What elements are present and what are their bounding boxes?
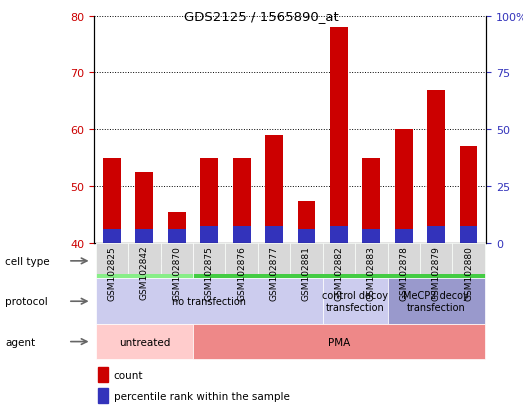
Text: GSM102883: GSM102883 (367, 245, 376, 300)
Text: GSM102882: GSM102882 (334, 245, 344, 300)
Bar (388, 244, 420, 275)
Bar (96, 244, 193, 279)
Bar (298, 230, 315, 244)
Bar (161, 244, 193, 275)
Bar (290, 244, 323, 275)
Bar (395, 230, 413, 244)
Text: GSM102875: GSM102875 (204, 245, 214, 300)
Text: GSM102880: GSM102880 (464, 245, 473, 300)
Bar (233, 227, 251, 244)
Bar (135, 230, 153, 244)
Bar (96, 244, 128, 275)
Bar (103, 159, 121, 244)
Bar (233, 159, 251, 244)
Bar (427, 90, 445, 244)
Bar (460, 147, 477, 244)
Text: GSM102825: GSM102825 (107, 245, 117, 300)
Bar (323, 279, 388, 324)
Bar (355, 244, 388, 275)
Bar (168, 212, 186, 244)
Bar (98, 388, 108, 403)
Bar (225, 244, 258, 275)
Text: GSM102881: GSM102881 (302, 245, 311, 300)
Text: GSM102876: GSM102876 (237, 245, 246, 300)
Bar (265, 227, 283, 244)
Bar (200, 159, 218, 244)
Bar (193, 324, 485, 359)
Bar (103, 230, 121, 244)
Bar (395, 130, 413, 244)
Bar (330, 28, 348, 244)
Text: undifferentiated: undifferentiated (102, 256, 187, 266)
Bar (96, 279, 323, 324)
Text: MeCP2 decoy
transfection: MeCP2 decoy transfection (403, 291, 469, 312)
Bar (427, 227, 445, 244)
Text: agent: agent (5, 337, 36, 347)
Text: control decoy
transfection: control decoy transfection (322, 291, 388, 312)
Text: GSM102877: GSM102877 (269, 245, 279, 300)
Text: PMA: PMA (328, 337, 350, 347)
Text: GSM102879: GSM102879 (431, 245, 441, 300)
Bar (265, 136, 283, 244)
Bar (193, 244, 225, 275)
Text: GSM102842: GSM102842 (140, 245, 149, 300)
Text: protocol: protocol (5, 297, 48, 306)
Bar (258, 244, 290, 275)
Bar (362, 159, 380, 244)
Bar (452, 244, 485, 275)
Bar (193, 244, 485, 279)
Text: untreated: untreated (119, 337, 170, 347)
Bar (96, 324, 193, 359)
Bar (323, 244, 355, 275)
Text: GDS2125 / 1565890_at: GDS2125 / 1565890_at (184, 10, 339, 23)
Text: differentiated: differentiated (303, 256, 374, 266)
Bar (200, 227, 218, 244)
Bar (362, 230, 380, 244)
Bar (128, 244, 161, 275)
Text: count: count (114, 370, 143, 380)
Bar (135, 173, 153, 244)
Bar (388, 279, 485, 324)
Text: GSM102878: GSM102878 (399, 245, 408, 300)
Text: no transfection: no transfection (172, 297, 246, 306)
Text: cell type: cell type (5, 256, 50, 266)
Text: percentile rank within the sample: percentile rank within the sample (114, 391, 290, 401)
Bar (330, 227, 348, 244)
Bar (168, 230, 186, 244)
Bar (98, 368, 108, 382)
Text: GSM102870: GSM102870 (172, 245, 181, 300)
Bar (420, 244, 452, 275)
Bar (298, 201, 315, 244)
Bar (460, 227, 477, 244)
